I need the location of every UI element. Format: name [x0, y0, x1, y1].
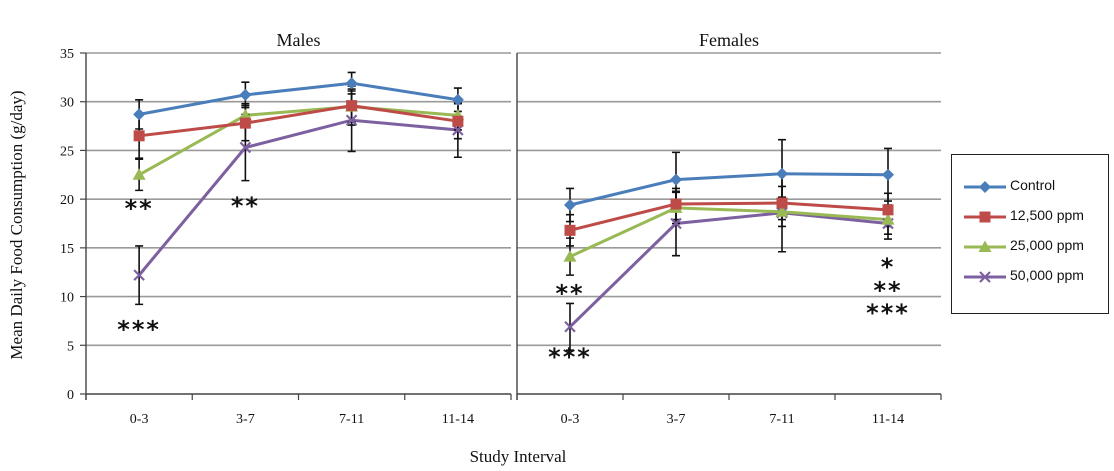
series-line: [138, 104, 459, 138]
data-point: [452, 115, 464, 127]
y-tick-label: 35: [60, 47, 74, 62]
legend-marker: [979, 181, 991, 193]
y-tick-label: 20: [60, 193, 74, 208]
panel-title: Males: [277, 30, 321, 50]
significance-marker: ***: [548, 343, 592, 371]
legend-swatch: [964, 271, 1006, 283]
data-point: [563, 250, 577, 262]
y-axis-title: Mean Daily Food Consumption (g/day): [7, 90, 26, 359]
legend-item: 25,000 ppm: [952, 235, 1108, 259]
data-point: [346, 100, 358, 112]
data-point: [133, 130, 145, 142]
x-tick-label: 11-14: [872, 412, 904, 427]
legend-label: 50,000 ppm: [1010, 267, 1084, 283]
legend-marker: [979, 271, 991, 283]
series-line: [138, 81, 459, 116]
y-tick-label: 30: [60, 96, 74, 111]
series-line: [568, 211, 889, 328]
x-tick-label: 11-14: [442, 412, 474, 427]
significance-marker: ***: [117, 315, 161, 343]
x-tick-label: 3-7: [667, 412, 686, 427]
data-point: [132, 168, 146, 180]
x-tick-label: 7-11: [769, 412, 794, 427]
data-point: [239, 88, 252, 101]
x-tick-label: 3-7: [236, 412, 255, 427]
significance-marker: *: [881, 253, 896, 281]
legend-marker: [979, 211, 991, 223]
data-point: [239, 141, 252, 154]
data-point: [564, 198, 576, 211]
data-point: [775, 205, 789, 217]
legend-swatch: [964, 181, 1006, 193]
legend: Control 12,500 ppm 25,000 ppm 50,000 ppm: [951, 154, 1109, 314]
data-point: [881, 213, 895, 225]
data-point: [345, 114, 358, 127]
significance-marker: **: [231, 192, 260, 220]
legend-label: 25,000 ppm: [1010, 237, 1084, 253]
series-line: [138, 105, 458, 177]
x-tick-label: 0-3: [561, 412, 580, 427]
data-point: [776, 167, 788, 180]
series-line: [569, 172, 889, 207]
data-point: [564, 320, 576, 333]
significance-marker: **: [555, 279, 584, 307]
x-tick-label: 0-3: [130, 412, 149, 427]
data-point: [564, 224, 576, 236]
significance-marker: **: [873, 277, 902, 305]
panel-males: 0-3 3-7 7-11 11-1405101520253035Males******…: [60, 30, 512, 427]
series-line: [137, 118, 459, 277]
legend-label: Control: [1010, 177, 1056, 193]
significance-marker: ***: [866, 299, 910, 327]
legend-label: 12,500 ppm: [1010, 207, 1084, 223]
series-line: [569, 206, 889, 258]
y-tick-label: 15: [60, 242, 74, 257]
data-point: [670, 217, 682, 230]
data-point: [133, 108, 146, 121]
x-tick-label: 7-11: [339, 412, 364, 427]
data-point: [882, 168, 894, 181]
significance-marker: **: [125, 195, 154, 223]
legend-item: 12,500 ppm: [952, 205, 1108, 229]
data-point: [238, 108, 252, 121]
data-point: [882, 204, 894, 216]
data-point: [345, 77, 358, 90]
x-axis-title: Study Interval: [470, 447, 567, 466]
data-point: [776, 197, 788, 209]
legend-item: Control: [952, 175, 1108, 199]
data-point: [239, 117, 251, 129]
y-tick-label: 25: [60, 144, 74, 159]
legend-item: 50,000 ppm: [952, 265, 1108, 289]
y-tick-label: 10: [60, 291, 74, 306]
y-tick-label: 0: [67, 388, 74, 403]
y-tick-label: 5: [67, 339, 74, 354]
legend-swatch: [964, 240, 1006, 252]
panel-title: Females: [699, 30, 759, 50]
data-point: [670, 198, 682, 210]
data-point: [133, 269, 145, 281]
data-point: [451, 93, 464, 106]
legend-marker: [978, 240, 992, 252]
legend-swatch: [964, 211, 1006, 223]
series-line: [569, 201, 889, 232]
data-point: [670, 173, 682, 186]
